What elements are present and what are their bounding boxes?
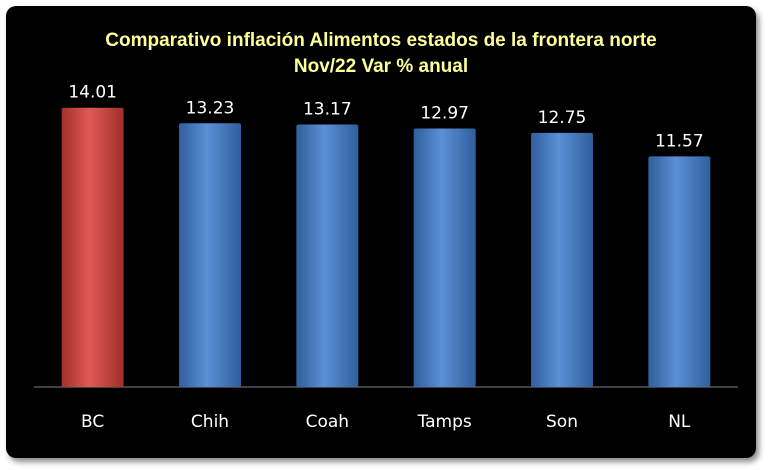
value-label-chih: 13.23	[186, 98, 235, 118]
value-label-son: 12.75	[538, 108, 587, 128]
bar-nl	[648, 156, 711, 387]
bar-son	[531, 132, 593, 387]
value-label-coah: 13.17	[303, 99, 352, 119]
bar-bc	[61, 107, 124, 388]
chart-frame: Comparativo inflación Alimentos estados …	[6, 6, 756, 458]
chart-title-block: Comparativo inflación Alimentos estados …	[6, 28, 756, 80]
category-label-coah: Coah	[306, 412, 349, 432]
chart-title: Comparativo inflación Alimentos estados …	[105, 30, 657, 51]
category-label-nl: NL	[668, 412, 691, 432]
bar-chih	[179, 123, 241, 388]
chart-subtitle: Nov/22 Var % anual	[293, 56, 469, 77]
bar-coah	[296, 124, 359, 387]
value-label-bc: 14.01	[68, 83, 117, 103]
category-label-chih: Chih	[191, 412, 229, 432]
value-label-nl: 11.57	[655, 131, 704, 151]
bar-tamps	[413, 128, 476, 387]
category-label-son: Son	[546, 412, 578, 432]
value-label-tamps: 12.97	[420, 103, 469, 123]
category-label-tamps: Tamps	[417, 412, 472, 432]
category-label-bc: BC	[81, 412, 104, 432]
